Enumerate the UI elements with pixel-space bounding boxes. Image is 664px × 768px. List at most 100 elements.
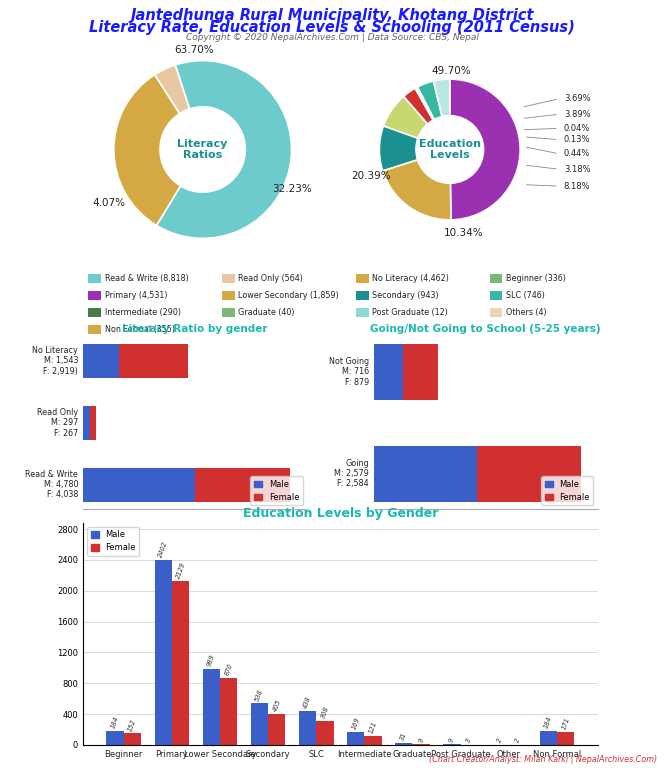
Text: 49.70%: 49.70%	[432, 65, 471, 76]
Text: 32.23%: 32.23%	[272, 184, 311, 194]
Bar	[220, 678, 237, 745]
Text: 4.07%: 4.07%	[93, 198, 126, 208]
Wedge shape	[418, 81, 442, 120]
Text: 169: 169	[351, 717, 361, 730]
Bar	[88, 274, 101, 283]
Text: 8.18%: 8.18%	[564, 181, 590, 190]
Bar	[347, 732, 365, 745]
Text: Read & Write (8,818): Read & Write (8,818)	[105, 274, 189, 283]
Text: 20.39%: 20.39%	[351, 171, 390, 181]
Text: 2: 2	[497, 737, 503, 743]
Bar	[356, 291, 369, 300]
Title: Education Levels by Gender: Education Levels by Gender	[242, 507, 438, 520]
Bar	[402, 344, 438, 399]
Bar	[106, 731, 124, 745]
Text: Post Graduate (12): Post Graduate (12)	[373, 308, 448, 317]
Bar	[203, 669, 220, 745]
Bar	[120, 344, 188, 378]
Text: Literacy
Ratios: Literacy Ratios	[177, 139, 228, 161]
Wedge shape	[155, 65, 189, 114]
Bar	[195, 468, 290, 502]
Text: 121: 121	[368, 720, 378, 734]
Text: 184: 184	[110, 715, 120, 730]
Bar	[557, 732, 574, 745]
Text: 10.34%: 10.34%	[444, 227, 483, 237]
Text: 438: 438	[303, 696, 313, 710]
Bar	[88, 291, 101, 300]
Bar	[489, 274, 503, 283]
Text: Copyright © 2020 NepalArchives.Com | Data Source: CBS, Nepal: Copyright © 2020 NepalArchives.Com | Dat…	[185, 33, 479, 42]
Wedge shape	[417, 87, 434, 120]
Text: 2129: 2129	[175, 561, 186, 580]
Title: Literacy Ratio by gender: Literacy Ratio by gender	[122, 323, 268, 333]
Legend: Male, Female: Male, Female	[250, 476, 303, 505]
Bar	[374, 445, 477, 502]
Text: 0.44%: 0.44%	[564, 149, 590, 158]
Text: 2402: 2402	[157, 541, 169, 558]
Text: 989: 989	[207, 654, 216, 667]
Text: Education
Levels: Education Levels	[419, 139, 481, 161]
Text: No Literacy (4,462): No Literacy (4,462)	[373, 274, 449, 283]
Wedge shape	[114, 74, 181, 226]
Text: 31: 31	[400, 731, 408, 741]
Bar	[222, 291, 235, 300]
Text: 184: 184	[543, 715, 553, 730]
Text: (Chart Creator/Analyst: Milan Karki | NepalArchives.Com): (Chart Creator/Analyst: Milan Karki | Ne…	[429, 755, 657, 764]
Text: Graduate (40): Graduate (40)	[238, 308, 295, 317]
Text: Literacy Rate, Education Levels & Schooling (2011 Census): Literacy Rate, Education Levels & School…	[89, 20, 575, 35]
Bar	[489, 308, 503, 316]
Wedge shape	[157, 61, 291, 238]
Bar	[222, 308, 235, 316]
Text: 3.18%: 3.18%	[564, 164, 590, 174]
Bar	[395, 743, 412, 745]
Bar	[83, 468, 195, 502]
Bar	[268, 713, 286, 745]
Text: 9: 9	[418, 737, 425, 743]
Legend: Male, Female: Male, Female	[541, 476, 594, 505]
Text: 308: 308	[320, 706, 330, 720]
Bar	[251, 703, 268, 745]
Bar	[356, 274, 369, 283]
Wedge shape	[383, 96, 428, 138]
Bar	[222, 274, 235, 283]
Bar	[83, 344, 120, 378]
Text: 3.89%: 3.89%	[564, 110, 590, 119]
Bar	[172, 581, 189, 745]
Bar	[374, 344, 402, 399]
Text: Lower Secondary (1,859): Lower Secondary (1,859)	[238, 291, 339, 300]
Wedge shape	[382, 160, 451, 220]
Bar	[90, 406, 96, 439]
Bar	[477, 445, 581, 502]
Text: Read Only (564): Read Only (564)	[238, 274, 303, 283]
Text: 171: 171	[560, 717, 570, 730]
Wedge shape	[379, 126, 418, 170]
Text: 9: 9	[448, 737, 456, 743]
Bar	[316, 721, 333, 745]
Bar	[83, 406, 90, 439]
Title: Going/Not Going to School (5-25 years): Going/Not Going to School (5-25 years)	[371, 323, 601, 333]
Bar	[88, 308, 101, 316]
Wedge shape	[415, 88, 434, 120]
Legend: Male, Female: Male, Female	[87, 527, 139, 556]
Text: 870: 870	[224, 663, 234, 677]
Text: Non Formal (355): Non Formal (355)	[105, 325, 175, 334]
Wedge shape	[418, 87, 434, 120]
Text: Jantedhunga Rural Municipality, Khotang District: Jantedhunga Rural Municipality, Khotang …	[130, 8, 534, 23]
Bar	[299, 711, 316, 745]
Bar	[88, 325, 101, 334]
Wedge shape	[404, 88, 433, 124]
Text: 538: 538	[254, 688, 264, 702]
Text: 0.04%: 0.04%	[564, 124, 590, 133]
Wedge shape	[450, 79, 520, 220]
Bar	[365, 736, 382, 745]
Text: Secondary (943): Secondary (943)	[373, 291, 439, 300]
Text: 405: 405	[272, 698, 282, 713]
Text: Intermediate (290): Intermediate (290)	[105, 308, 181, 317]
Text: 63.70%: 63.70%	[174, 45, 214, 55]
Text: Beginner (336): Beginner (336)	[506, 274, 566, 283]
Bar	[124, 733, 141, 745]
Text: 2: 2	[514, 737, 521, 743]
Text: Primary (4,531): Primary (4,531)	[105, 291, 167, 300]
Text: 0.13%: 0.13%	[564, 135, 590, 144]
Text: Others (4): Others (4)	[506, 308, 546, 317]
